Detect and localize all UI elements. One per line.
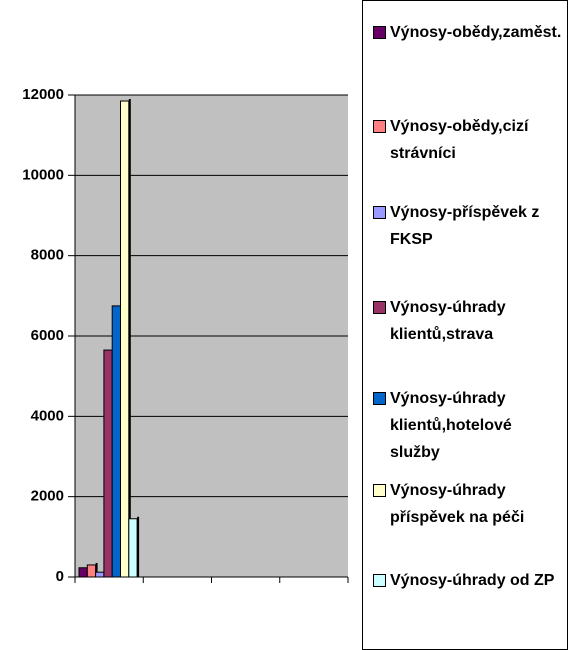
bar-side bbox=[137, 516, 140, 577]
legend-label: Výnosy-úhrady klientů,strava bbox=[390, 299, 506, 343]
bar-side bbox=[95, 562, 98, 577]
bar bbox=[111, 305, 121, 578]
legend-key bbox=[373, 392, 386, 405]
legend-label: Výnosy-příspěvek z FKSP bbox=[390, 204, 540, 248]
bar bbox=[128, 518, 138, 578]
legend-key bbox=[373, 301, 386, 314]
y-tick-label: 10000 bbox=[22, 166, 64, 183]
bar-side bbox=[128, 99, 131, 578]
legend-label: Výnosy-obědy,cizí strávníci bbox=[390, 118, 529, 162]
y-tick-label: 0 bbox=[56, 568, 64, 585]
legend: Výnosy-obědy,zaměst. Výnosy-obědy,cizí st… bbox=[362, 0, 568, 650]
legend-key bbox=[373, 574, 386, 587]
y-tick-label: 6000 bbox=[31, 327, 64, 344]
y-tick-label: 12000 bbox=[22, 86, 64, 103]
legend-key bbox=[373, 26, 386, 39]
bar bbox=[86, 564, 97, 578]
bar bbox=[78, 567, 88, 578]
legend-key bbox=[373, 484, 386, 497]
chart: 0 2000 4000 6000 8000 10000 12000 bbox=[22, 86, 349, 585]
legend-key bbox=[373, 120, 386, 133]
y-tick-label: 2000 bbox=[31, 488, 64, 505]
bar bbox=[95, 571, 105, 578]
legend-key bbox=[373, 206, 386, 219]
legend-label: Výnosy-úhrady klientů,hotelové služby bbox=[390, 390, 512, 461]
legend-label: Výnosy-úhrady příspěvek na péči bbox=[390, 482, 525, 526]
legend-label: Výnosy-obědy,zaměst. bbox=[390, 24, 562, 41]
y-tick-label: 8000 bbox=[31, 247, 64, 264]
y-tick-label: 4000 bbox=[31, 407, 64, 424]
bar bbox=[120, 100, 130, 578]
bar bbox=[103, 349, 113, 578]
legend-label: Výnosy-úhrady od ZP bbox=[390, 572, 555, 589]
